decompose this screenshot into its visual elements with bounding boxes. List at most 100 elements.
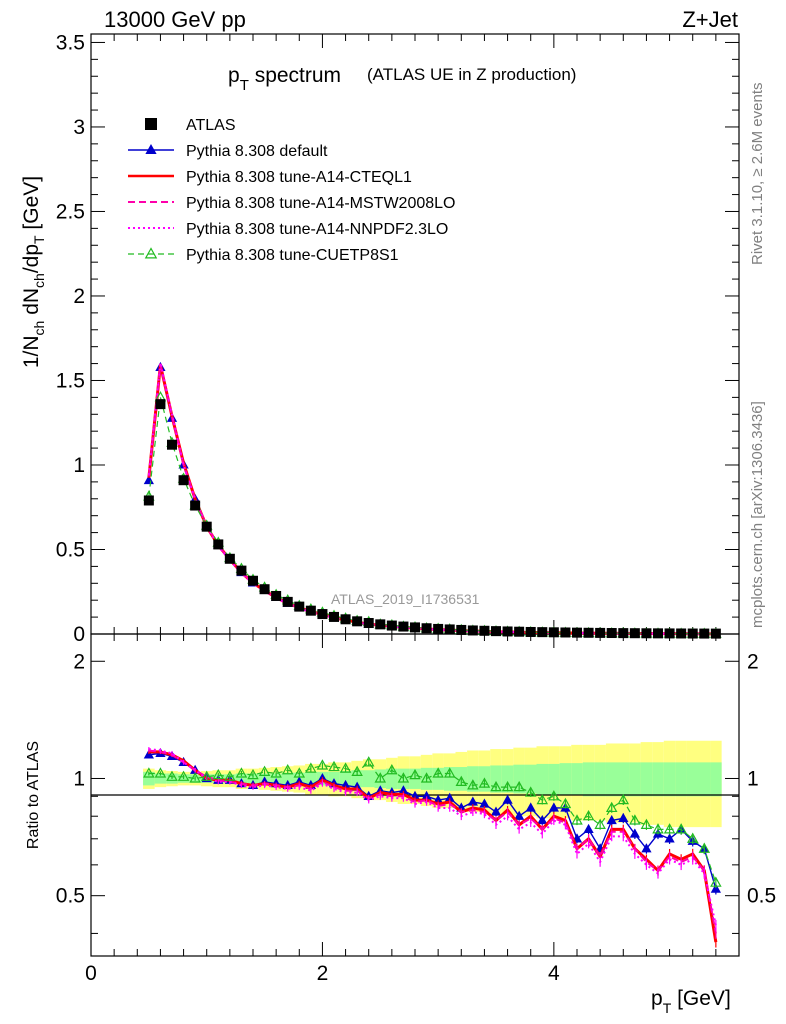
data-point xyxy=(653,628,663,639)
data-point xyxy=(537,627,548,638)
legend-label: Pythia 8.308 tune-CUETP8S1 xyxy=(186,247,399,264)
main-ylabel: 1/Nch dNch/dpT [GeV] xyxy=(20,176,47,368)
x-axis: 0 2 4 xyxy=(85,34,740,985)
ratio-series-marker xyxy=(154,767,167,778)
ratio-series-marker xyxy=(675,823,687,834)
ratio-series-marker xyxy=(502,794,513,804)
legend-entry: ATLAS xyxy=(145,117,236,134)
data-point xyxy=(271,590,282,601)
ratio-series-marker xyxy=(224,770,236,781)
ratio-series-marker xyxy=(640,818,653,829)
side-mcplots: mcplots.cern.ch [arXiv:1306.3436] xyxy=(749,401,766,628)
ratio-band-inner xyxy=(652,762,664,797)
ratio-series-marker xyxy=(490,806,502,816)
main-title-sub: T xyxy=(240,77,249,94)
ratio-series-marker xyxy=(443,767,456,778)
ratio-series-marker xyxy=(420,772,433,783)
ratio-series-marker xyxy=(605,801,618,813)
ratio-series-marker xyxy=(316,759,329,770)
ratio-series-marker xyxy=(247,768,259,780)
x-tick-label: 2 xyxy=(317,962,329,985)
legend-entry: Pythia 8.308 tune-A14-NNPDF2.3LO xyxy=(128,221,448,238)
ratio-y-tick-label-left: 0.5 xyxy=(56,885,85,908)
ratio-series-marker xyxy=(409,768,421,780)
ratio-band-inner xyxy=(629,762,641,797)
ratio-series-marker xyxy=(339,762,352,773)
ratio-band-inner xyxy=(339,771,352,787)
ratio-series-marker xyxy=(270,767,282,778)
ratio-y-tick-label-right: 2 xyxy=(747,650,759,673)
ratio-band-inner xyxy=(617,762,630,797)
ratio-y-tick-label-left: 1 xyxy=(73,767,85,790)
ratio-band-inner xyxy=(351,770,363,788)
ratio-series-marker xyxy=(698,842,711,853)
data-point xyxy=(433,623,444,634)
data-point xyxy=(687,628,698,639)
ratio-series-marker xyxy=(200,770,213,781)
ratio-band-inner xyxy=(640,762,653,797)
data-point xyxy=(491,626,501,637)
ratio-band-inner xyxy=(501,765,514,793)
data-point xyxy=(305,605,316,616)
ratio-band-inner xyxy=(605,762,618,797)
main-y-tick-label: 2 xyxy=(73,285,85,308)
data-point xyxy=(190,500,201,511)
ratio-series-marker xyxy=(281,763,294,775)
ratio-series-marker xyxy=(710,883,721,893)
ratio-series-marker xyxy=(351,765,363,776)
header-left: 13000 GeV pp xyxy=(104,7,246,32)
main-title: pT spectrum xyxy=(228,64,341,94)
ratio-series-marker xyxy=(143,767,155,778)
ratio-series-marker xyxy=(686,832,699,843)
ratio-series-marker xyxy=(501,780,514,792)
ratio-series-marker xyxy=(189,772,201,783)
data-point xyxy=(213,539,224,550)
x-tick-label: 4 xyxy=(548,962,560,985)
ratio-series-marker xyxy=(617,793,630,805)
main-y-tick-label: 1.5 xyxy=(56,369,85,392)
x-tick-label: 0 xyxy=(85,962,97,985)
analysis-watermark: ATLAS_2019_I1736531 xyxy=(331,591,480,607)
data-point xyxy=(294,601,305,612)
legend-entry: Pythia 8.308 tune-A14-MSTW2008LO xyxy=(128,195,455,212)
ratio-series-marker xyxy=(305,762,317,773)
main-title-rest: spectrum xyxy=(249,64,341,87)
data-point xyxy=(514,626,525,637)
header-right: Z+Jet xyxy=(682,7,738,32)
ratio-series-marker xyxy=(478,777,491,788)
data-point xyxy=(641,628,652,639)
ratio-band-inner xyxy=(698,762,711,797)
legend-label: Pythia 8.308 tune-A14-NNPDF2.3LO xyxy=(186,221,448,238)
data-point xyxy=(421,623,432,634)
main-y-tick-label: 3 xyxy=(73,116,85,139)
data-point xyxy=(167,439,177,450)
data-point xyxy=(201,521,212,532)
data-point xyxy=(317,609,328,620)
data-point xyxy=(456,624,467,635)
data-point xyxy=(259,584,270,595)
legend-label: Pythia 8.308 tune-A14-CTEQL1 xyxy=(186,169,412,186)
ratio-y-tick-label-right: 0.5 xyxy=(747,885,776,908)
ratio-band-inner xyxy=(490,765,502,793)
ratio-series-marker xyxy=(641,843,652,853)
data-point xyxy=(467,625,478,636)
ratio-series-line xyxy=(148,749,717,934)
ratio-series-marker xyxy=(594,818,606,829)
data-point xyxy=(386,620,397,631)
ratio-series-marker xyxy=(397,772,410,783)
ratio-series-marker xyxy=(571,814,583,825)
data-point xyxy=(548,627,559,638)
data-point xyxy=(143,495,154,506)
legend-open-triangle-icon xyxy=(144,247,158,259)
ratio-band-inner xyxy=(582,762,595,797)
ratio-series-marker xyxy=(537,814,548,825)
ratio-series-marker xyxy=(513,780,525,792)
data-point xyxy=(363,618,374,629)
legend: ATLAS Pythia 8.308 default Pythia 8.308 tu… xyxy=(128,117,455,264)
data-point xyxy=(340,614,351,625)
data-point xyxy=(224,553,235,564)
main-y-tick-label: 0.5 xyxy=(56,538,85,561)
ratio-series-marker xyxy=(293,767,306,778)
data-point xyxy=(572,627,582,638)
data-point xyxy=(248,575,258,586)
